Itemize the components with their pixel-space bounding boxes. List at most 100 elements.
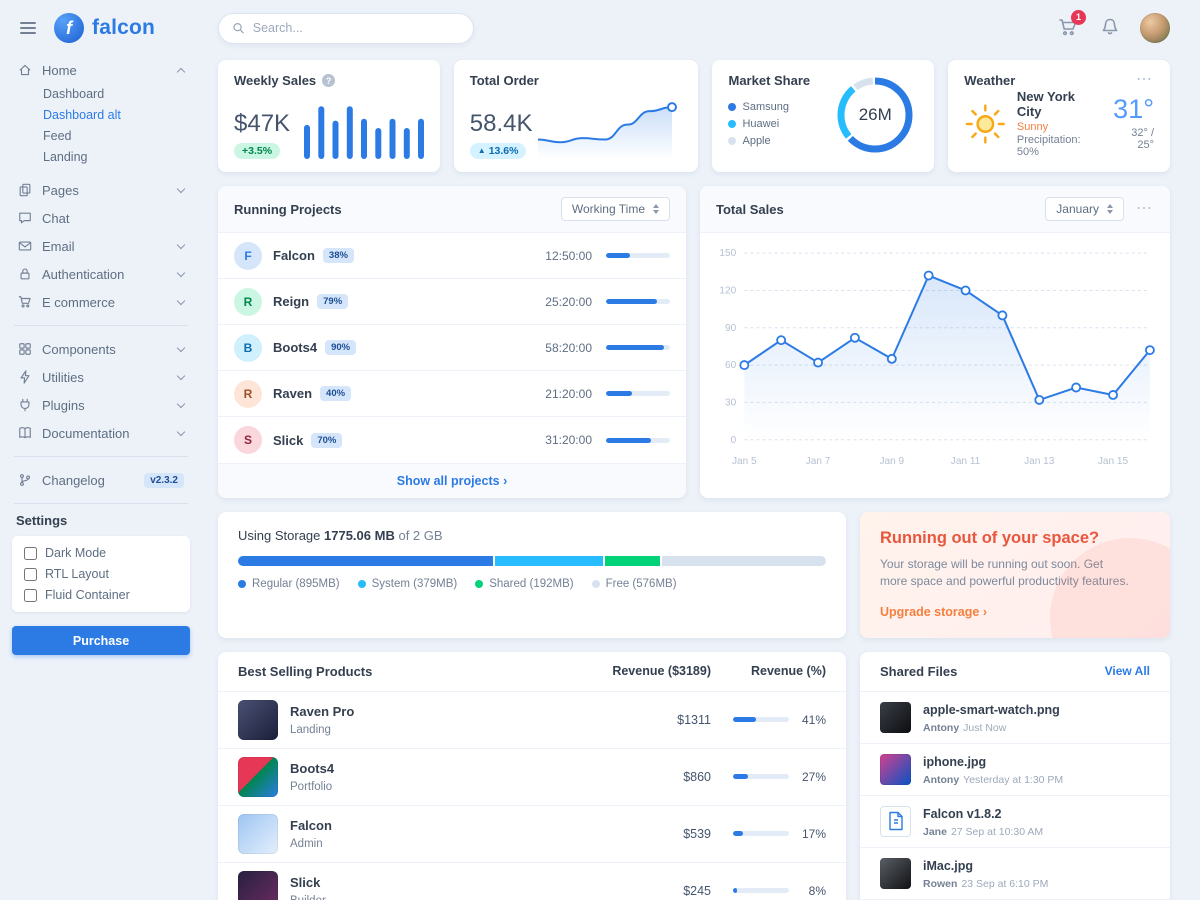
product-category-link[interactable]: Portfolio: [290, 781, 333, 794]
product-progress-bar: [733, 717, 789, 723]
dark-mode-checkbox[interactable]: [24, 546, 37, 560]
sidebar-item-label: Home: [42, 62, 77, 78]
dark-mode-toggle[interactable]: Dark Mode: [24, 546, 178, 560]
weekly-sales-card: Weekly Sales ? $47K +3.5%: [218, 60, 440, 172]
project-name-link[interactable]: Boots4: [273, 340, 318, 355]
total-order-value: 58.4K: [469, 110, 533, 137]
sidebar-item-utilities[interactable]: Utilities: [12, 363, 190, 391]
cart-button[interactable]: 1: [1056, 9, 1086, 42]
legend-item: Huawei: [728, 118, 788, 130]
search-input[interactable]: [252, 21, 460, 35]
upgrade-space-text: Your storage will be running out soon. G…: [880, 557, 1129, 589]
bolt-icon: [20, 370, 30, 384]
project-progress-bar: [606, 345, 670, 350]
brand-logo[interactable]: f falcon: [54, 13, 155, 43]
sidebar-item-dashboard[interactable]: Dashboard: [43, 87, 105, 101]
product-name-link[interactable]: Falcon: [290, 818, 332, 834]
file-row: iMac.jpg Rowen 23 Sep at 6:10 PM: [860, 848, 1170, 900]
file-name-link[interactable]: iphone.jpg: [923, 754, 987, 769]
product-category-link[interactable]: Builder: [290, 895, 546, 900]
rtl-layout-toggle[interactable]: RTL Layout: [24, 567, 178, 581]
weather-city: New York City: [1016, 89, 1075, 119]
product-pct: 17%: [801, 826, 826, 841]
sidebar-item-components[interactable]: Components: [12, 335, 190, 363]
weather-temp: 31°: [1113, 94, 1155, 124]
sidebar-item-label: E commerce: [42, 294, 115, 310]
legend-dot: [728, 136, 737, 145]
product-thumbnail: [238, 756, 278, 797]
user-avatar[interactable]: [1140, 13, 1170, 43]
legend-dot: [728, 102, 737, 111]
notifications-button[interactable]: [1098, 15, 1122, 42]
sidebar-item-chat[interactable]: Chat: [12, 204, 190, 232]
file-user: Antony: [923, 773, 960, 786]
file-name-link[interactable]: iMac.jpg: [923, 858, 974, 873]
sidebar-item-email[interactable]: Email: [12, 232, 190, 260]
project-time: 21:20:00: [545, 386, 592, 401]
card-title: Weather: [964, 73, 1016, 88]
sidebar-item-label: Pages: [42, 182, 79, 198]
sidebar-item-ecommerce[interactable]: E commerce: [12, 288, 190, 316]
working-time-select[interactable]: Working Time: [560, 197, 670, 221]
legend-dot: [238, 580, 246, 588]
product-name-link[interactable]: Slick: [290, 875, 321, 891]
view-all-link[interactable]: View All: [1104, 664, 1150, 679]
product-progress-bar: [733, 831, 789, 837]
project-name-link[interactable]: Falcon: [273, 248, 315, 263]
revenue-pct-column-header: Revenue (%): [750, 664, 826, 679]
project-name-link[interactable]: Slick: [273, 432, 304, 448]
select-caret-icon: [653, 204, 659, 214]
svg-text:Jan 5: Jan 5: [732, 456, 757, 467]
fluid-container-checkbox[interactable]: [24, 588, 37, 602]
project-name-link[interactable]: Raven: [273, 386, 313, 401]
card-title: Weekly Sales: [234, 73, 317, 88]
product-name-link[interactable]: Boots4: [290, 761, 335, 777]
product-name-link[interactable]: Raven Pro: [290, 704, 355, 720]
sidebar-item-home[interactable]: Home: [12, 56, 190, 84]
sidebar-item-authentication[interactable]: Authentication: [12, 260, 190, 288]
svg-text:Jan 15: Jan 15: [1098, 456, 1129, 467]
chevron-right-icon: ›: [503, 474, 508, 488]
market-share-card: Market Share Samsung Huawei Apple 26M: [712, 60, 935, 172]
legend-dot: [475, 580, 484, 588]
help-icon[interactable]: ?: [322, 74, 336, 87]
weather-menu-button[interactable]: ⋯: [1136, 71, 1155, 89]
file-row: apple-smart-watch.png Antony Just Now: [860, 692, 1170, 744]
sidebar-item-changelog[interactable]: Changelog v2.3.2: [12, 466, 190, 494]
svg-text:150: 150: [719, 248, 736, 259]
sidebar-item-landing[interactable]: Landing: [43, 150, 88, 164]
rtl-layout-checkbox[interactable]: [24, 567, 37, 581]
storage-progress-bar: [238, 556, 826, 566]
upgrade-storage-link[interactable]: Upgrade storage ›: [880, 604, 987, 619]
project-time: 25:20:00: [545, 294, 592, 309]
upgrade-space-card: Running out of your space? Your storage …: [860, 512, 1170, 638]
sidebar-item-plugins[interactable]: Plugins: [12, 391, 190, 419]
weekly-sales-badge: +3.5%: [234, 143, 281, 159]
svg-text:Jan 7: Jan 7: [806, 456, 831, 467]
product-category-link[interactable]: Admin: [290, 838, 323, 851]
file-name-link[interactable]: apple-smart-watch.png: [923, 702, 1060, 717]
purchase-button[interactable]: Purchase: [12, 626, 190, 655]
product-revenue: $860: [683, 769, 711, 784]
sidebar-item-feed[interactable]: Feed: [43, 129, 72, 143]
month-select[interactable]: January: [1045, 197, 1124, 221]
product-thumbnail: [238, 870, 278, 900]
sidebar-item-pages[interactable]: Pages: [12, 176, 190, 204]
show-all-projects-link[interactable]: Show all projects ›: [396, 474, 508, 488]
project-avatar: B: [234, 333, 262, 362]
fluid-container-toggle[interactable]: Fluid Container: [24, 588, 178, 602]
total-sales-menu-button[interactable]: ⋯: [1136, 199, 1154, 217]
product-row: Raven Pro Landing $1311 41%: [218, 692, 846, 749]
product-category-link[interactable]: Landing: [290, 724, 331, 737]
weather-precipitation: Precipitation: 50%: [1016, 134, 1081, 158]
file-name-link[interactable]: Falcon v1.8.2: [923, 806, 1002, 821]
sidebar-item-label: Utilities: [42, 369, 84, 385]
project-time: 31:20:00: [545, 433, 592, 447]
legend-dot: [357, 580, 366, 588]
file-thumbnail: [880, 857, 911, 889]
storage-segment-system: [495, 556, 604, 566]
sidebar-item-documentation[interactable]: Documentation: [12, 419, 190, 447]
sidebar-item-dashboard-alt[interactable]: Dashboard alt: [43, 108, 121, 122]
menu-toggle-button[interactable]: [16, 18, 40, 38]
project-name-link[interactable]: Reign: [273, 294, 310, 309]
